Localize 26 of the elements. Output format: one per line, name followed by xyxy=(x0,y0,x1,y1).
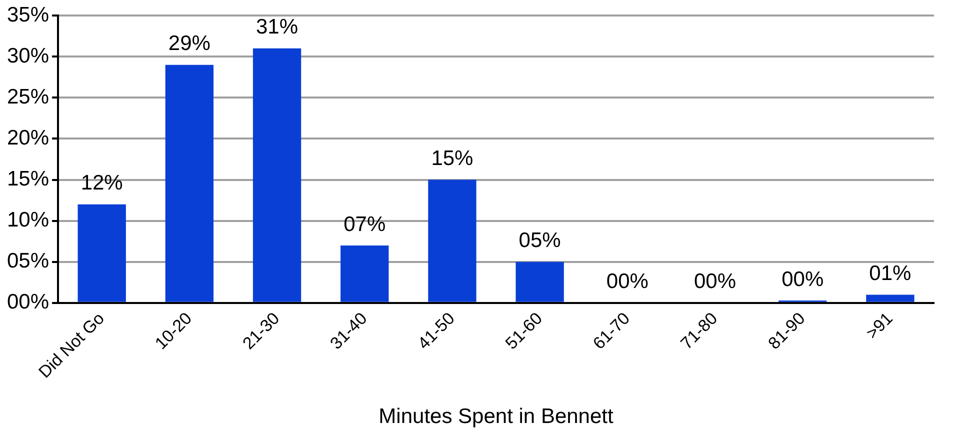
data-label: 00% xyxy=(606,270,648,294)
x-tick-label: >91 xyxy=(862,308,896,343)
y-tick-label: 20% xyxy=(7,126,50,150)
bar xyxy=(866,294,914,302)
data-label: 12% xyxy=(80,172,123,195)
y-tick-label: 25% xyxy=(7,85,50,108)
data-label: 15% xyxy=(431,147,474,170)
data-label: 05% xyxy=(518,229,561,252)
data-label: 00% xyxy=(694,270,736,294)
bar xyxy=(165,64,214,302)
bar xyxy=(340,245,389,302)
bar xyxy=(252,48,302,302)
data-label: 01% xyxy=(869,262,912,286)
bar xyxy=(428,180,476,302)
data-label: 07% xyxy=(344,212,386,236)
data-label: 00% xyxy=(782,268,824,291)
y-tick-label: 35% xyxy=(7,3,50,26)
y-tick-label: 10% xyxy=(7,208,50,232)
bar xyxy=(78,204,126,302)
bar xyxy=(516,262,564,302)
data-label: 29% xyxy=(168,32,210,56)
x-axis-title: Minutes Spent in Bennett xyxy=(378,405,614,428)
y-tick-label: 30% xyxy=(7,44,50,68)
y-tick-label: 15% xyxy=(7,168,50,191)
data-label: 31% xyxy=(256,16,298,39)
y-tick-label: 05% xyxy=(7,250,50,273)
